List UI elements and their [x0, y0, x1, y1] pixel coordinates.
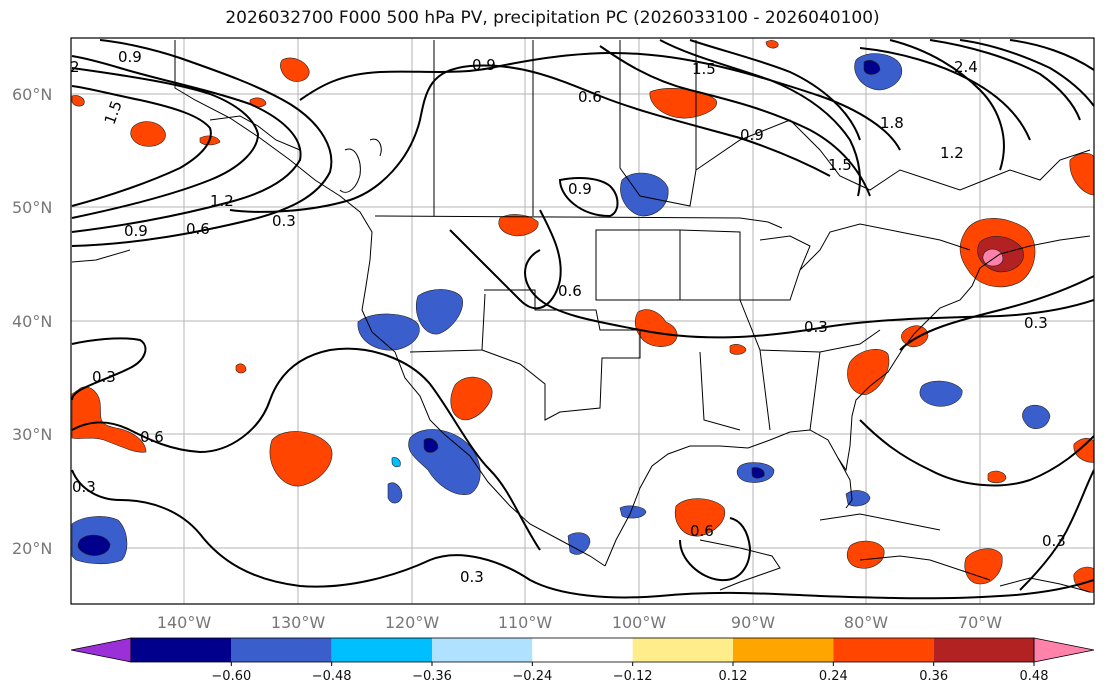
contour-label: 0.3 [272, 212, 296, 230]
colorbar-outline [130, 637, 1035, 663]
map-title: 2026032700 F000 500 hPa PV, precipitatio… [225, 8, 880, 28]
contour-label: 2.4 [954, 58, 978, 76]
colorbar-tick-labels: −0.60 −0.48 −0.36 −0.24 −0.12 0.12 0.24 0.36 0.4… [211, 662, 1049, 684]
lat-label: 40°N [12, 312, 52, 331]
colorbar-tick-label: −0.36 [412, 669, 452, 684]
colorbar [70, 637, 1095, 663]
map-frame [70, 37, 1095, 605]
lon-label: 120°W [385, 613, 440, 632]
contour-label: 0.6 [578, 88, 602, 106]
colorbar-tick-label: −0.12 [613, 669, 653, 684]
colorbar-tick-label: −0.48 [312, 669, 352, 684]
lon-label: 70°W [958, 613, 1002, 632]
contour-label: 2 [70, 58, 80, 76]
contour-label: 1.2 [210, 192, 234, 210]
contour-label: 0.9 [124, 222, 148, 240]
lon-label: 90°W [731, 613, 775, 632]
lon-label: 110°W [498, 613, 553, 632]
contour-label: 0.3 [92, 368, 116, 386]
contour-label: 0.9 [740, 126, 764, 144]
lon-label: 130°W [271, 613, 326, 632]
lon-label: 80°W [844, 613, 888, 632]
contour-label: 1.8 [880, 114, 904, 132]
colorbar-segment [933, 638, 1034, 662]
graticule [71, 38, 1094, 604]
contour-label: 0.6 [186, 220, 210, 238]
colorbar-segment [331, 638, 432, 662]
contour-label: 0.9 [118, 48, 142, 66]
colorbar-segment [231, 638, 332, 662]
contour-label: 1.5 [828, 156, 852, 174]
contour-label: 0.3 [1024, 314, 1048, 332]
colorbar-segment [70, 637, 132, 663]
contour-label: 0.6 [558, 282, 582, 300]
lat-label: 20°N [12, 539, 52, 558]
colorbar-segment [1033, 637, 1095, 663]
contour-label: 0.3 [1042, 532, 1066, 550]
contour-label: 0.3 [72, 478, 96, 496]
contour-label: 0.6 [690, 522, 714, 540]
colorbar-segment [131, 638, 232, 662]
colorbar-segment [833, 638, 934, 662]
contour-label: 0.9 [568, 180, 592, 198]
contour-label: 0.3 [804, 318, 828, 336]
longitude-labels: 140°W 130°W 120°W 110°W 100°W 90°W 80°W … [157, 613, 1002, 632]
lat-label: 50°N [12, 198, 52, 217]
lon-label: 140°W [157, 613, 212, 632]
colorbar-tick-label: 0.48 [1020, 669, 1049, 684]
colorbar-tick-label: −0.24 [512, 669, 552, 684]
latitude-labels: 60°N 50°N 40°N 30°N 20°N [12, 85, 52, 558]
contour-label: 0.9 [472, 56, 496, 74]
colorbar-segment [432, 638, 533, 662]
colorbar-segment [733, 638, 834, 662]
contour-labels: 0.9 2 1.5 0.9 0.6 1.5 2.4 0.9 1.8 1.5 1.… [70, 48, 1066, 586]
coastlines-borders [71, 40, 1091, 593]
contour-label: 0.6 [140, 428, 164, 446]
colorbar-segment [632, 638, 733, 662]
contour-label: 1.5 [692, 60, 716, 78]
colorbar-tick-label: 0.36 [919, 669, 948, 684]
pv-contours [71, 39, 1094, 600]
colorbar-tick-label: 0.24 [819, 669, 848, 684]
lat-label: 60°N [12, 85, 52, 104]
colorbar-segment [532, 638, 633, 662]
lon-label: 100°W [612, 613, 667, 632]
colorbar-tick-label: −0.60 [211, 669, 251, 684]
contour-label: 0.3 [460, 568, 484, 586]
lat-label: 30°N [12, 425, 52, 444]
contour-label: 1.2 [940, 144, 964, 162]
colorbar-tick-label: 0.12 [719, 669, 748, 684]
